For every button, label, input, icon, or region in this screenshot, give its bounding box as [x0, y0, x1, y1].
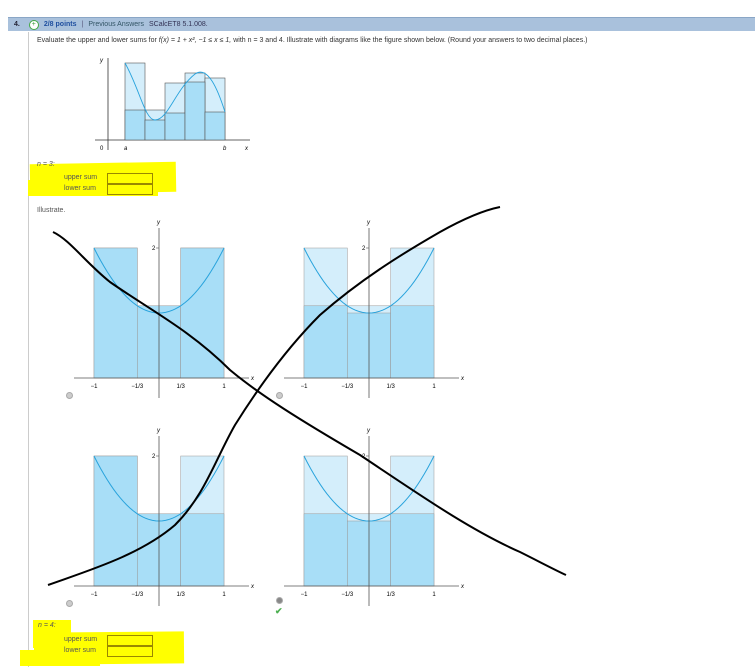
dark-rect: [390, 513, 435, 587]
graph-option-radio-3[interactable]: [66, 600, 73, 607]
n4-upper-sum-input[interactable]: [107, 635, 153, 646]
q-function: f(x) = 1 + x², −1 ≤ x ≤ 1,: [158, 37, 232, 44]
question-header: 4. + 2/8 points | Previous Answers SCalc…: [8, 17, 755, 31]
dark-rect: [303, 305, 348, 379]
x-tick-label: −1: [301, 592, 309, 598]
x-axis-label: x: [250, 376, 255, 382]
x-tick-label: 1: [432, 592, 436, 598]
x-axis-label: x: [244, 146, 249, 152]
divider: [28, 32, 29, 667]
reference-label: SCalcET8 5.1.008.: [149, 21, 208, 28]
graph-option-4: y x 2 −1 −1/3 1/3 1: [284, 428, 465, 606]
y-tick-label: 2: [152, 454, 156, 460]
highlight: [20, 650, 100, 666]
x-tick-label: −1/3: [341, 384, 354, 390]
x-tick-label: −1/3: [131, 384, 144, 390]
previous-answers-link[interactable]: Previous Answers: [88, 21, 144, 28]
question-number: 4.: [14, 21, 20, 28]
x-tick-label: 1/3: [386, 384, 395, 390]
y-axis-label: y: [156, 428, 161, 434]
graph-option-2: y x 2 −1 −1/3 1/3 1: [284, 220, 465, 398]
y-axis-label: y: [99, 58, 104, 64]
origin-label: 0: [100, 146, 104, 152]
dark-rect: [180, 247, 225, 379]
y-tick-label: 2: [362, 246, 366, 252]
expand-plus-icon[interactable]: +: [28, 19, 39, 30]
x-tick-label: 1/3: [386, 592, 395, 598]
n4-upper-label: upper sum: [64, 636, 98, 643]
question-text: Evaluate the upper and lower sums for f(…: [37, 37, 587, 44]
b-label: b: [223, 146, 227, 152]
points-label: 2/8 points: [43, 21, 77, 28]
x-tick-label: 1: [222, 592, 226, 598]
x-axis-label: x: [460, 376, 465, 382]
x-tick-label: −1: [301, 384, 309, 390]
n4-lower-sum-input[interactable]: [107, 646, 153, 657]
a-label: a: [124, 146, 128, 152]
graph-option-3: y x 2 −1 −1/3 1/3 1: [74, 428, 255, 606]
dark-rect: [93, 247, 138, 379]
n4-label: n = 4:: [38, 622, 56, 629]
y-tick-label: 2: [362, 454, 366, 460]
q-text-2: with n = 3 and 4. Illustrate with diagra…: [231, 37, 588, 44]
dark-rect: [180, 513, 225, 587]
y-axis-label: y: [366, 428, 371, 434]
graph-option-radio-2[interactable]: [276, 392, 283, 399]
x-tick-label: 1: [222, 384, 226, 390]
example-figure: y 0 a b x: [95, 58, 250, 152]
x-tick-label: −1/3: [131, 592, 144, 598]
x-tick-label: 1/3: [176, 384, 185, 390]
x-tick-label: −1: [91, 384, 99, 390]
separator: |: [81, 21, 84, 28]
dark-rect: [93, 455, 138, 587]
x-axis-label: x: [460, 584, 465, 590]
n4-lower-label: lower sum: [64, 647, 96, 654]
n3-upper-label: upper sum: [64, 174, 98, 181]
y-tick-label: 2: [152, 246, 156, 252]
x-tick-label: 1/3: [176, 592, 185, 598]
n3-lower-label: lower sum: [64, 185, 96, 192]
checkmark-icon: ✔: [275, 606, 283, 616]
graph-option-radio-1[interactable]: [66, 392, 73, 399]
x-tick-label: 1: [432, 384, 436, 390]
y-axis-label: y: [156, 220, 161, 226]
dark-rect: [390, 305, 435, 379]
q-text-1: Evaluate the upper and lower sums for: [37, 37, 159, 44]
x-tick-label: −1: [91, 592, 99, 598]
graph-option-1: y x 2 −1 −1/3 1/3 1: [74, 220, 255, 398]
x-tick-label: −1/3: [341, 592, 354, 598]
dark-rect: [303, 513, 348, 587]
n3-upper-sum-input[interactable]: [107, 173, 153, 184]
y-axis-label: y: [366, 220, 371, 226]
graph-option-radio-4[interactable]: [276, 597, 283, 604]
n3-label: n = 3:: [37, 161, 55, 168]
x-axis-label: x: [250, 584, 255, 590]
n3-lower-sum-input[interactable]: [107, 184, 153, 195]
